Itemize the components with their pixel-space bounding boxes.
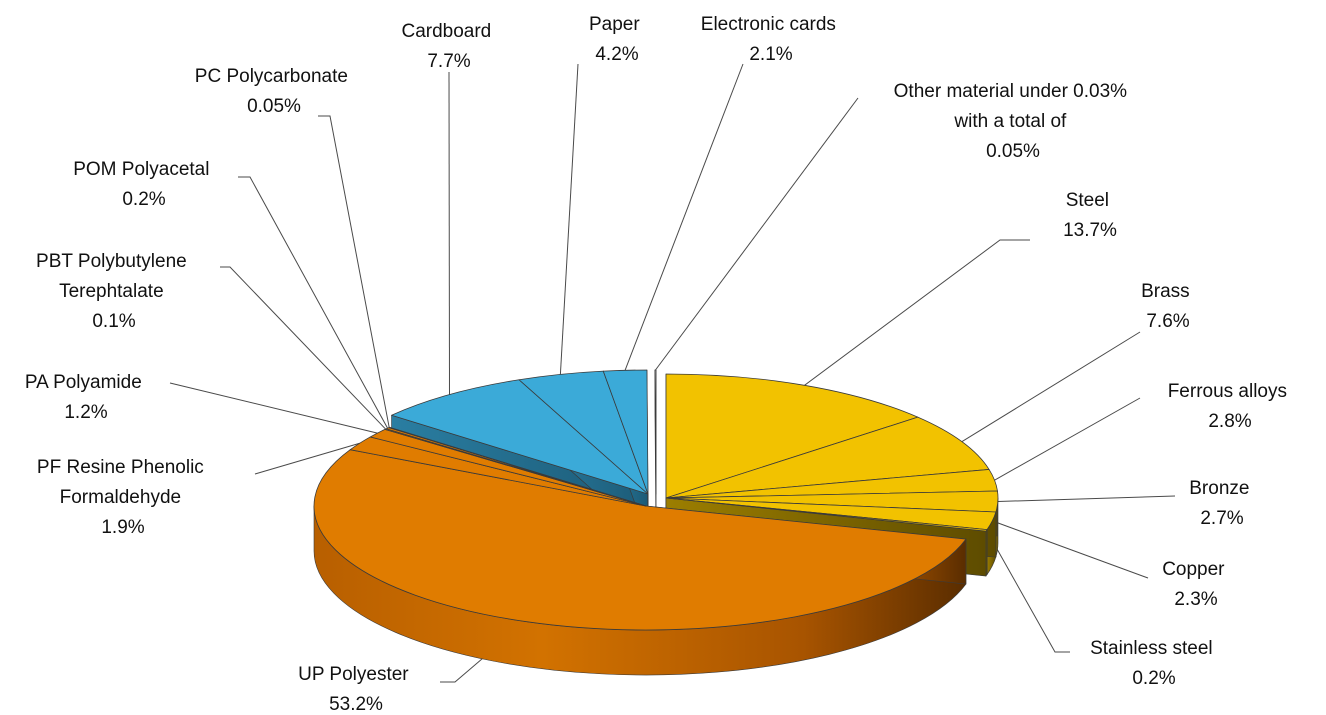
- leader-other: [655, 97, 859, 371]
- slice-stainless-steel: [665, 497, 988, 532]
- leader-pf-resine: [254, 442, 360, 475]
- label-other: Other material under 0.03% with a total …: [894, 81, 1133, 162]
- leader-ferrous-alloys: [994, 397, 1141, 481]
- label-pbt: PBT Polybutylene Terephtalate 0.1%: [36, 251, 192, 332]
- leader-pa-polyamide: [169, 382, 378, 434]
- slice-pc: [388, 426, 647, 507]
- label-cardboard: Cardboard 7.7%: [401, 21, 496, 72]
- slice-brass: [665, 416, 990, 499]
- leader-pbt: [220, 266, 386, 430]
- slice-other: [654, 369, 657, 495]
- slice-electronic-cards: [602, 369, 649, 495]
- leader-pom: [238, 176, 388, 429]
- leader-lines: [169, 63, 1176, 683]
- leader-bronze: [997, 495, 1176, 503]
- label-pf-resine: PF Resine Phenolic Formaldehyde 1.9%: [37, 457, 209, 538]
- label-bronze: Bronze 2.7%: [1189, 478, 1254, 529]
- leader-paper: [559, 63, 579, 375]
- leader-copper: [992, 520, 1149, 579]
- label-pc: PC Polycarbonate 0.05%: [195, 66, 353, 117]
- slice-up-polyester: [313, 449, 967, 631]
- label-pom: POM Polyacetal 0.2%: [73, 159, 215, 210]
- label-brass: Brass 7.6%: [1141, 281, 1195, 332]
- pie-slices: [313, 369, 999, 631]
- slice-cardboard: [391, 379, 649, 495]
- leader-brass: [961, 331, 1141, 443]
- label-copper: Copper 2.3%: [1162, 559, 1230, 610]
- label-ferrous-alloys: Ferrous alloys 2.8%: [1168, 381, 1293, 432]
- leader-stainless-steel: [986, 530, 1070, 653]
- label-pa-polyamide: PA Polyamide 1.2%: [25, 372, 147, 423]
- leader-pc: [318, 115, 390, 428]
- label-steel: Steel 13.7%: [1063, 190, 1117, 241]
- label-up-polyester: UP Polyester 53.2%: [298, 664, 414, 715]
- leader-steel: [804, 239, 1030, 386]
- label-electronic-cards: Electronic cards 2.1%: [701, 14, 841, 65]
- label-stainless-steel: Stainless steel 0.2%: [1090, 638, 1218, 689]
- slice-labels: Steel 13.7% Brass 7.6% Ferrous alloys 2.…: [25, 14, 1293, 715]
- leader-electronic-cards: [624, 63, 744, 371]
- label-paper: Paper 4.2%: [589, 14, 645, 65]
- slice-steel: [665, 373, 919, 499]
